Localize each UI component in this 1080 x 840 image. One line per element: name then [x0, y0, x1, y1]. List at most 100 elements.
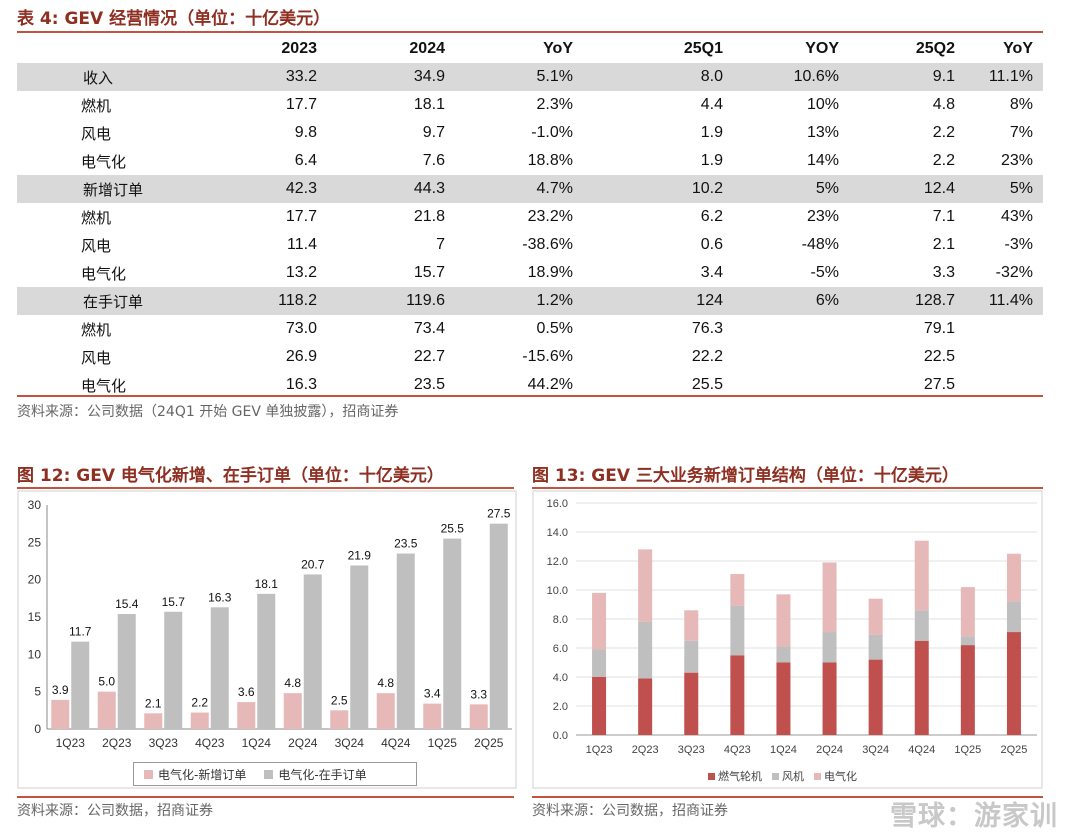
- row-label: 燃机: [81, 320, 112, 339]
- row-label: 风电: [81, 348, 112, 367]
- table-cell: 22.7: [413, 348, 445, 365]
- table-cell: 23.2%: [527, 208, 573, 225]
- row-label: 新增订单: [17, 175, 157, 203]
- table-cell: 9.1: [849, 63, 965, 91]
- y-tick-label: 30: [28, 498, 42, 512]
- table-row: 燃机 17.7 21.8 23.2% 6.2 23% 7.1 43%: [17, 203, 1043, 231]
- bar-backlog: [489, 523, 508, 729]
- table-header-cell: 25Q1: [683, 40, 723, 57]
- table-cell: 44.3: [327, 175, 455, 203]
- fig13-chart: 0.0 2.0 4.0 6.0 8.0 10.0 12.0 14.0 16.0 1Q23 2Q23 3…: [532, 490, 1043, 789]
- table-cell: 17.7: [285, 96, 317, 113]
- table-cell: 21.8: [413, 208, 445, 225]
- bar-wind: [1006, 601, 1021, 633]
- data-label: 2.5: [331, 693, 348, 707]
- bar-gas-turbine: [914, 640, 929, 735]
- bar-new-orders: [97, 691, 116, 729]
- x-tick-label: 1Q23: [586, 744, 613, 756]
- table-cell: 8.0: [583, 63, 733, 91]
- bar-backlog: [210, 607, 229, 729]
- bar-wind: [638, 621, 653, 679]
- data-label: 4.8: [377, 676, 394, 690]
- table-cell: 34.9: [327, 63, 455, 91]
- table-cell: 0.5%: [536, 320, 573, 337]
- table-header-cell: 25Q2: [915, 40, 955, 57]
- y-tick-label: 16.0: [547, 498, 568, 510]
- data-label: 5.0: [98, 675, 115, 689]
- bar-backlog: [303, 574, 322, 729]
- table-cell: 76.3: [691, 320, 723, 337]
- bar-gas-turbine: [1006, 632, 1021, 735]
- table-cell: 124: [583, 287, 733, 315]
- data-label: 21.9: [348, 548, 372, 562]
- x-tick-label: 2Q25: [474, 736, 504, 750]
- legend-label: 电气化-新增订单: [158, 767, 247, 782]
- bar-wind: [822, 632, 837, 663]
- bar-backlog: [396, 553, 415, 729]
- table-row: 收入 33.2 34.9 5.1% 8.0 10.6% 9.1 11.1%: [17, 63, 1043, 91]
- bar-wind: [868, 634, 883, 660]
- table-cell: 6.4: [294, 152, 317, 169]
- financial-table: 2023 2024 YoY 25Q1 YOY 25Q2 YoY 收入 33.2 34…: [17, 35, 1043, 399]
- table-row: 新增订单 42.3 44.3 4.7% 10.2 5% 12.4 5%: [17, 175, 1043, 203]
- table-cell: 23%: [806, 208, 839, 225]
- x-tick-label: 3Q24: [862, 744, 889, 756]
- table-cell: -32%: [995, 264, 1033, 281]
- bar-new-orders: [144, 713, 163, 729]
- bar-gas-turbine: [684, 672, 699, 735]
- legend-item: 燃气轮机: [708, 768, 762, 784]
- x-tick-label: 2Q23: [632, 744, 659, 756]
- y-tick-label: 8.0: [553, 614, 568, 626]
- table-row: 在手订单 118.2 119.6 1.2% 124 6% 128.7 11.4%: [17, 287, 1043, 315]
- table-cell: -5%: [810, 264, 839, 281]
- table-row: 电气化 16.3 23.5 44.2% 25.5 27.5: [17, 371, 1043, 399]
- table-cell: 2.2: [932, 152, 955, 169]
- row-label: 收入: [17, 63, 157, 91]
- table-cell: 18.9%: [527, 264, 573, 281]
- fig13-title-rule: [532, 487, 1043, 489]
- data-label: 18.1: [255, 577, 279, 591]
- y-tick-label: 12.0: [547, 556, 568, 568]
- legend-swatch: [772, 772, 779, 780]
- bar-gas-turbine: [776, 662, 791, 735]
- bar-backlog: [71, 641, 90, 729]
- x-tick-label: 3Q23: [678, 744, 705, 756]
- legend-label: 电气化: [824, 770, 857, 783]
- bar-electrification: [822, 562, 837, 633]
- xueqiu-watermark: 雪球：游家训: [890, 801, 1058, 832]
- legend-swatch: [708, 772, 715, 780]
- table-cell: 12.4: [849, 175, 965, 203]
- table-cell: 10.6%: [733, 63, 849, 91]
- table-row: 燃机 17.7 18.1 2.3% 4.4 10% 4.8 8%: [17, 91, 1043, 119]
- table-cell: 11.4: [287, 236, 317, 253]
- table-cell: 79.1: [923, 320, 955, 337]
- bar-new-orders: [469, 704, 488, 729]
- table-row: 电气化 6.4 7.6 18.8% 1.9 14% 2.2 23%: [17, 147, 1043, 175]
- table-cell: 1.9: [700, 152, 723, 169]
- table-cell: [733, 315, 849, 343]
- table-cell: 4.8: [932, 96, 955, 113]
- table-cell: 4.7%: [455, 175, 583, 203]
- table-cell: 73.0: [285, 320, 317, 337]
- x-tick-label: 2Q24: [816, 744, 843, 756]
- table-row: 风电 11.4 7 -38.6% 0.6 -48% 2.1 -3%: [17, 231, 1043, 259]
- table-cell: 7%: [1009, 124, 1033, 141]
- fig12-chart: 0 5 10 15 20 25 30 1Q23 3.9 11.7 2Q23 5.0 15.4 3Q23 2.…: [17, 490, 517, 789]
- table-cell: 9.7: [422, 124, 445, 141]
- row-label: 风电: [81, 124, 112, 143]
- bar-new-orders: [283, 693, 302, 729]
- fig12-bottom-rule: [17, 796, 514, 798]
- x-tick-label: 4Q23: [195, 736, 225, 750]
- y-tick-label: 5: [34, 685, 41, 699]
- bar-backlog: [443, 538, 462, 729]
- table-cell: 3.3: [932, 264, 955, 281]
- table-cell: 1.2%: [455, 287, 583, 315]
- legend-item: 电气化-在手订单: [264, 766, 367, 783]
- row-label: 燃机: [81, 208, 112, 227]
- bar-wind: [730, 605, 745, 656]
- table-cell: 118.2: [157, 287, 327, 315]
- x-tick-label: 3Q23: [149, 736, 179, 750]
- legend-item: 电气化: [814, 768, 857, 784]
- table-cell: 8%: [1009, 96, 1033, 113]
- bar-electrification: [730, 574, 745, 606]
